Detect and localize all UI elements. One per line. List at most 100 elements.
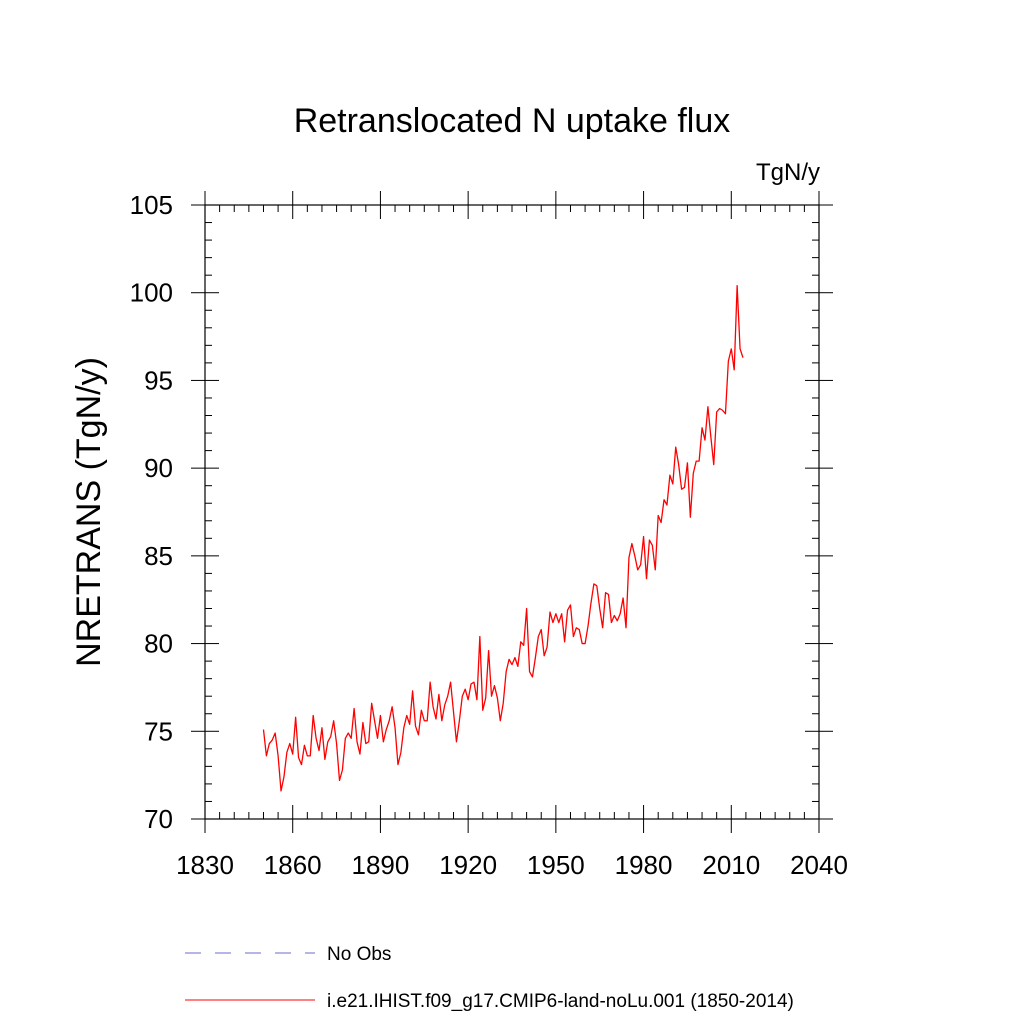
- data-point: [658, 515, 659, 516]
- data-point: [424, 720, 425, 721]
- data-point: [362, 722, 363, 723]
- data-point: [564, 641, 565, 642]
- data-point: [508, 659, 509, 660]
- data-point: [412, 690, 413, 691]
- x-tick-label: 1950: [527, 850, 585, 880]
- y-tick-label: 75: [144, 716, 173, 746]
- data-point: [500, 720, 501, 721]
- data-point: [479, 636, 480, 637]
- data-point: [313, 715, 314, 716]
- data-point: [643, 536, 644, 537]
- data-point: [272, 739, 273, 740]
- data-point: [728, 361, 729, 362]
- data-point: [532, 676, 533, 677]
- data-point: [739, 348, 740, 349]
- data-point: [675, 446, 676, 447]
- data-point: [719, 408, 720, 409]
- data-point: [661, 522, 662, 523]
- data-point: [599, 608, 600, 609]
- y-tick-label: 100: [130, 278, 173, 308]
- data-point: [649, 539, 650, 540]
- data-point: [631, 543, 632, 544]
- legend: No Obs i.e21.IHIST.f09_g17.CMIP6-land-no…: [185, 944, 794, 1012]
- data-point: [441, 720, 442, 721]
- data-point: [333, 720, 334, 721]
- data-point: [459, 720, 460, 721]
- data-point: [406, 715, 407, 716]
- data-point: [280, 790, 281, 791]
- data-point: [286, 752, 287, 753]
- data-point: [476, 699, 477, 700]
- data-point: [444, 704, 445, 705]
- data-point: [450, 682, 451, 683]
- chart-title: Retranslocated N uptake flux: [294, 102, 731, 140]
- data-point: [263, 729, 264, 730]
- data-point: [336, 743, 337, 744]
- x-tick-label: 1920: [439, 850, 497, 880]
- data-point: [462, 696, 463, 697]
- data-point: [725, 413, 726, 414]
- data-point: [394, 727, 395, 728]
- data-point: [529, 671, 530, 672]
- y-tick-label: 85: [144, 541, 173, 571]
- data-point: [298, 757, 299, 758]
- y-axis-label: NRETRANS (TgN/y): [70, 357, 108, 667]
- data-point: [415, 725, 416, 726]
- data-point: [368, 741, 369, 742]
- data-point: [316, 738, 317, 739]
- data-point: [389, 720, 390, 721]
- data-point: [716, 411, 717, 412]
- y-tick-label: 80: [144, 629, 173, 659]
- data-point: [506, 671, 507, 672]
- data-point: [696, 461, 697, 462]
- data-point: [570, 604, 571, 605]
- units-label: TgN/y: [756, 159, 820, 186]
- data-point: [321, 727, 322, 728]
- data-point: [552, 622, 553, 623]
- data-point: [359, 753, 360, 754]
- legend-label-no-obs: No Obs: [327, 944, 391, 965]
- data-point: [371, 703, 372, 704]
- data-point: [538, 636, 539, 637]
- data-point: [377, 738, 378, 739]
- data-point: [558, 622, 559, 623]
- data-point: [699, 461, 700, 462]
- data-point: [409, 724, 410, 725]
- data-point: [742, 357, 743, 358]
- data-point: [295, 717, 296, 718]
- data-point: [681, 489, 682, 490]
- data-point: [397, 764, 398, 765]
- data-point: [646, 578, 647, 579]
- data-point: [617, 620, 618, 621]
- data-point: [605, 592, 606, 593]
- x-tick-label: 1980: [615, 850, 673, 880]
- data-point: [710, 436, 711, 437]
- data-point: [520, 641, 521, 642]
- data-point: [523, 645, 524, 646]
- data-point: [693, 473, 694, 474]
- data-point: [427, 720, 428, 721]
- data-point: [596, 585, 597, 586]
- y-tick-label: 90: [144, 453, 173, 483]
- data-point: [354, 708, 355, 709]
- data-point: [310, 755, 311, 756]
- x-tick-label: 2010: [702, 850, 760, 880]
- data-point: [447, 696, 448, 697]
- data-point: [470, 683, 471, 684]
- data-point: [701, 427, 702, 428]
- data-point: [275, 732, 276, 733]
- data-point: [555, 613, 556, 614]
- data-point: [707, 406, 708, 407]
- data-point: [380, 715, 381, 716]
- x-tick-label: 1890: [352, 850, 410, 880]
- data-point: [292, 753, 293, 754]
- data-point: [438, 694, 439, 695]
- data-point: [330, 736, 331, 737]
- data-point: [666, 504, 667, 505]
- axis-ticks: [191, 191, 833, 833]
- data-point: [608, 594, 609, 595]
- data-point: [541, 629, 542, 630]
- data-point: [734, 369, 735, 370]
- data-point: [628, 557, 629, 558]
- data-point: [345, 738, 346, 739]
